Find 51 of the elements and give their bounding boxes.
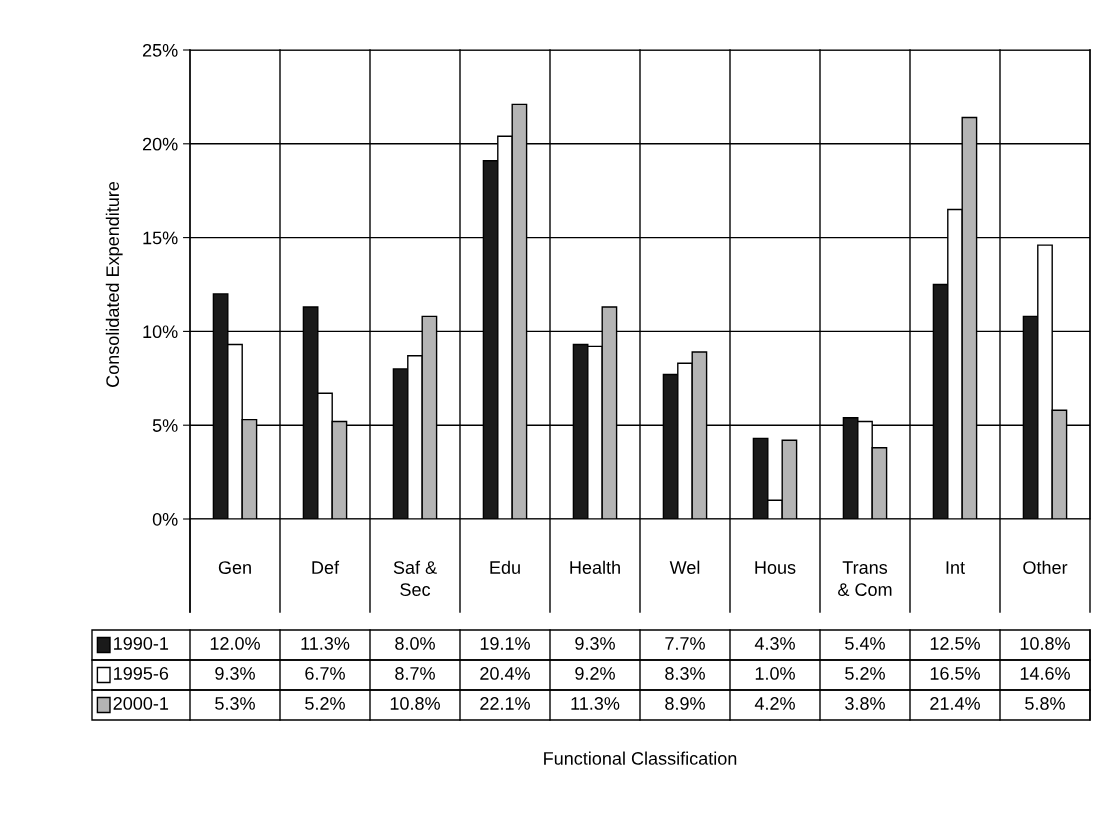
x-tick-label: Hous	[755, 561, 796, 574]
data-label: 8.9%	[665, 697, 705, 710]
x-tick-label: Trans & Com	[838, 561, 892, 596]
x-tick-label: Health	[570, 560, 620, 574]
y-tick-label: 25%	[142, 43, 178, 57]
data-label: 8.0%	[395, 637, 435, 650]
data-label: 9.3%	[215, 667, 255, 680]
legend-label: 2000-1	[113, 697, 169, 710]
x-tick-label: Gen	[218, 561, 251, 574]
data-label: 19.1%	[480, 637, 530, 650]
data-label: 10.8%	[390, 697, 440, 710]
data-label: 22.1%	[480, 697, 530, 710]
x-tick-label: Int	[946, 561, 965, 574]
data-label: 10.8%	[1020, 637, 1070, 650]
y-tick-label: 0%	[152, 512, 178, 526]
data-label: 12.0%	[210, 637, 260, 650]
x-tick-label: Def	[312, 560, 340, 574]
y-tick-label: 20%	[142, 137, 178, 151]
data-label: 5.8%	[1025, 697, 1065, 710]
text: Functional Classification	[544, 751, 737, 765]
x-tick-label: Wel	[669, 560, 700, 574]
data-label: 16.5%	[930, 667, 980, 680]
data-label: 5.3%	[215, 697, 255, 710]
x-tick-label: Other	[1023, 560, 1068, 574]
data-label: 4.3%	[754, 637, 795, 650]
data-label: 5.2%	[305, 697, 345, 710]
x-tick-label: Edu	[490, 560, 520, 574]
data-label: 6.7%	[305, 667, 345, 680]
data-label: 4.2%	[754, 697, 795, 710]
data-label: 1.0%	[755, 667, 795, 680]
legend-label: 1995-6	[114, 667, 169, 680]
data-label: 8.3%	[665, 667, 705, 680]
y-tick-label: 10%	[143, 325, 178, 339]
data-label: 5.2%	[845, 667, 885, 680]
legend-label: 1990-1	[114, 637, 169, 650]
data-label: 11.3%	[301, 637, 350, 650]
data-label: 8.7%	[395, 667, 435, 680]
data-label: 11.3%	[571, 697, 620, 710]
data-label: 14.6%	[1020, 667, 1070, 680]
data-label: 20.4%	[480, 667, 530, 680]
data-label: 9.3%	[575, 637, 615, 650]
y-axis-title: Consolidated Expenditure	[105, 181, 123, 387]
data-label: 7.7%	[665, 637, 705, 650]
data-label: 21.4%	[930, 697, 980, 710]
data-label: 5.4%	[845, 637, 885, 650]
x-tick-label: Saf & Sec	[393, 560, 437, 596]
y-tick-label: 5%	[152, 419, 178, 432]
data-label: 3.8%	[845, 697, 885, 710]
data-label: 12.5%	[930, 637, 980, 650]
y-tick-label: 15%	[143, 231, 178, 245]
data-label: 9.2%	[575, 667, 615, 680]
